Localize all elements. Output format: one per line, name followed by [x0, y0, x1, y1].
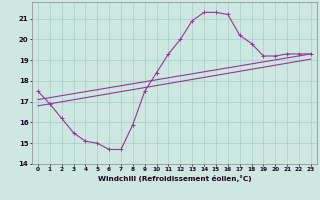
X-axis label: Windchill (Refroidissement éolien,°C): Windchill (Refroidissement éolien,°C)	[98, 175, 251, 182]
